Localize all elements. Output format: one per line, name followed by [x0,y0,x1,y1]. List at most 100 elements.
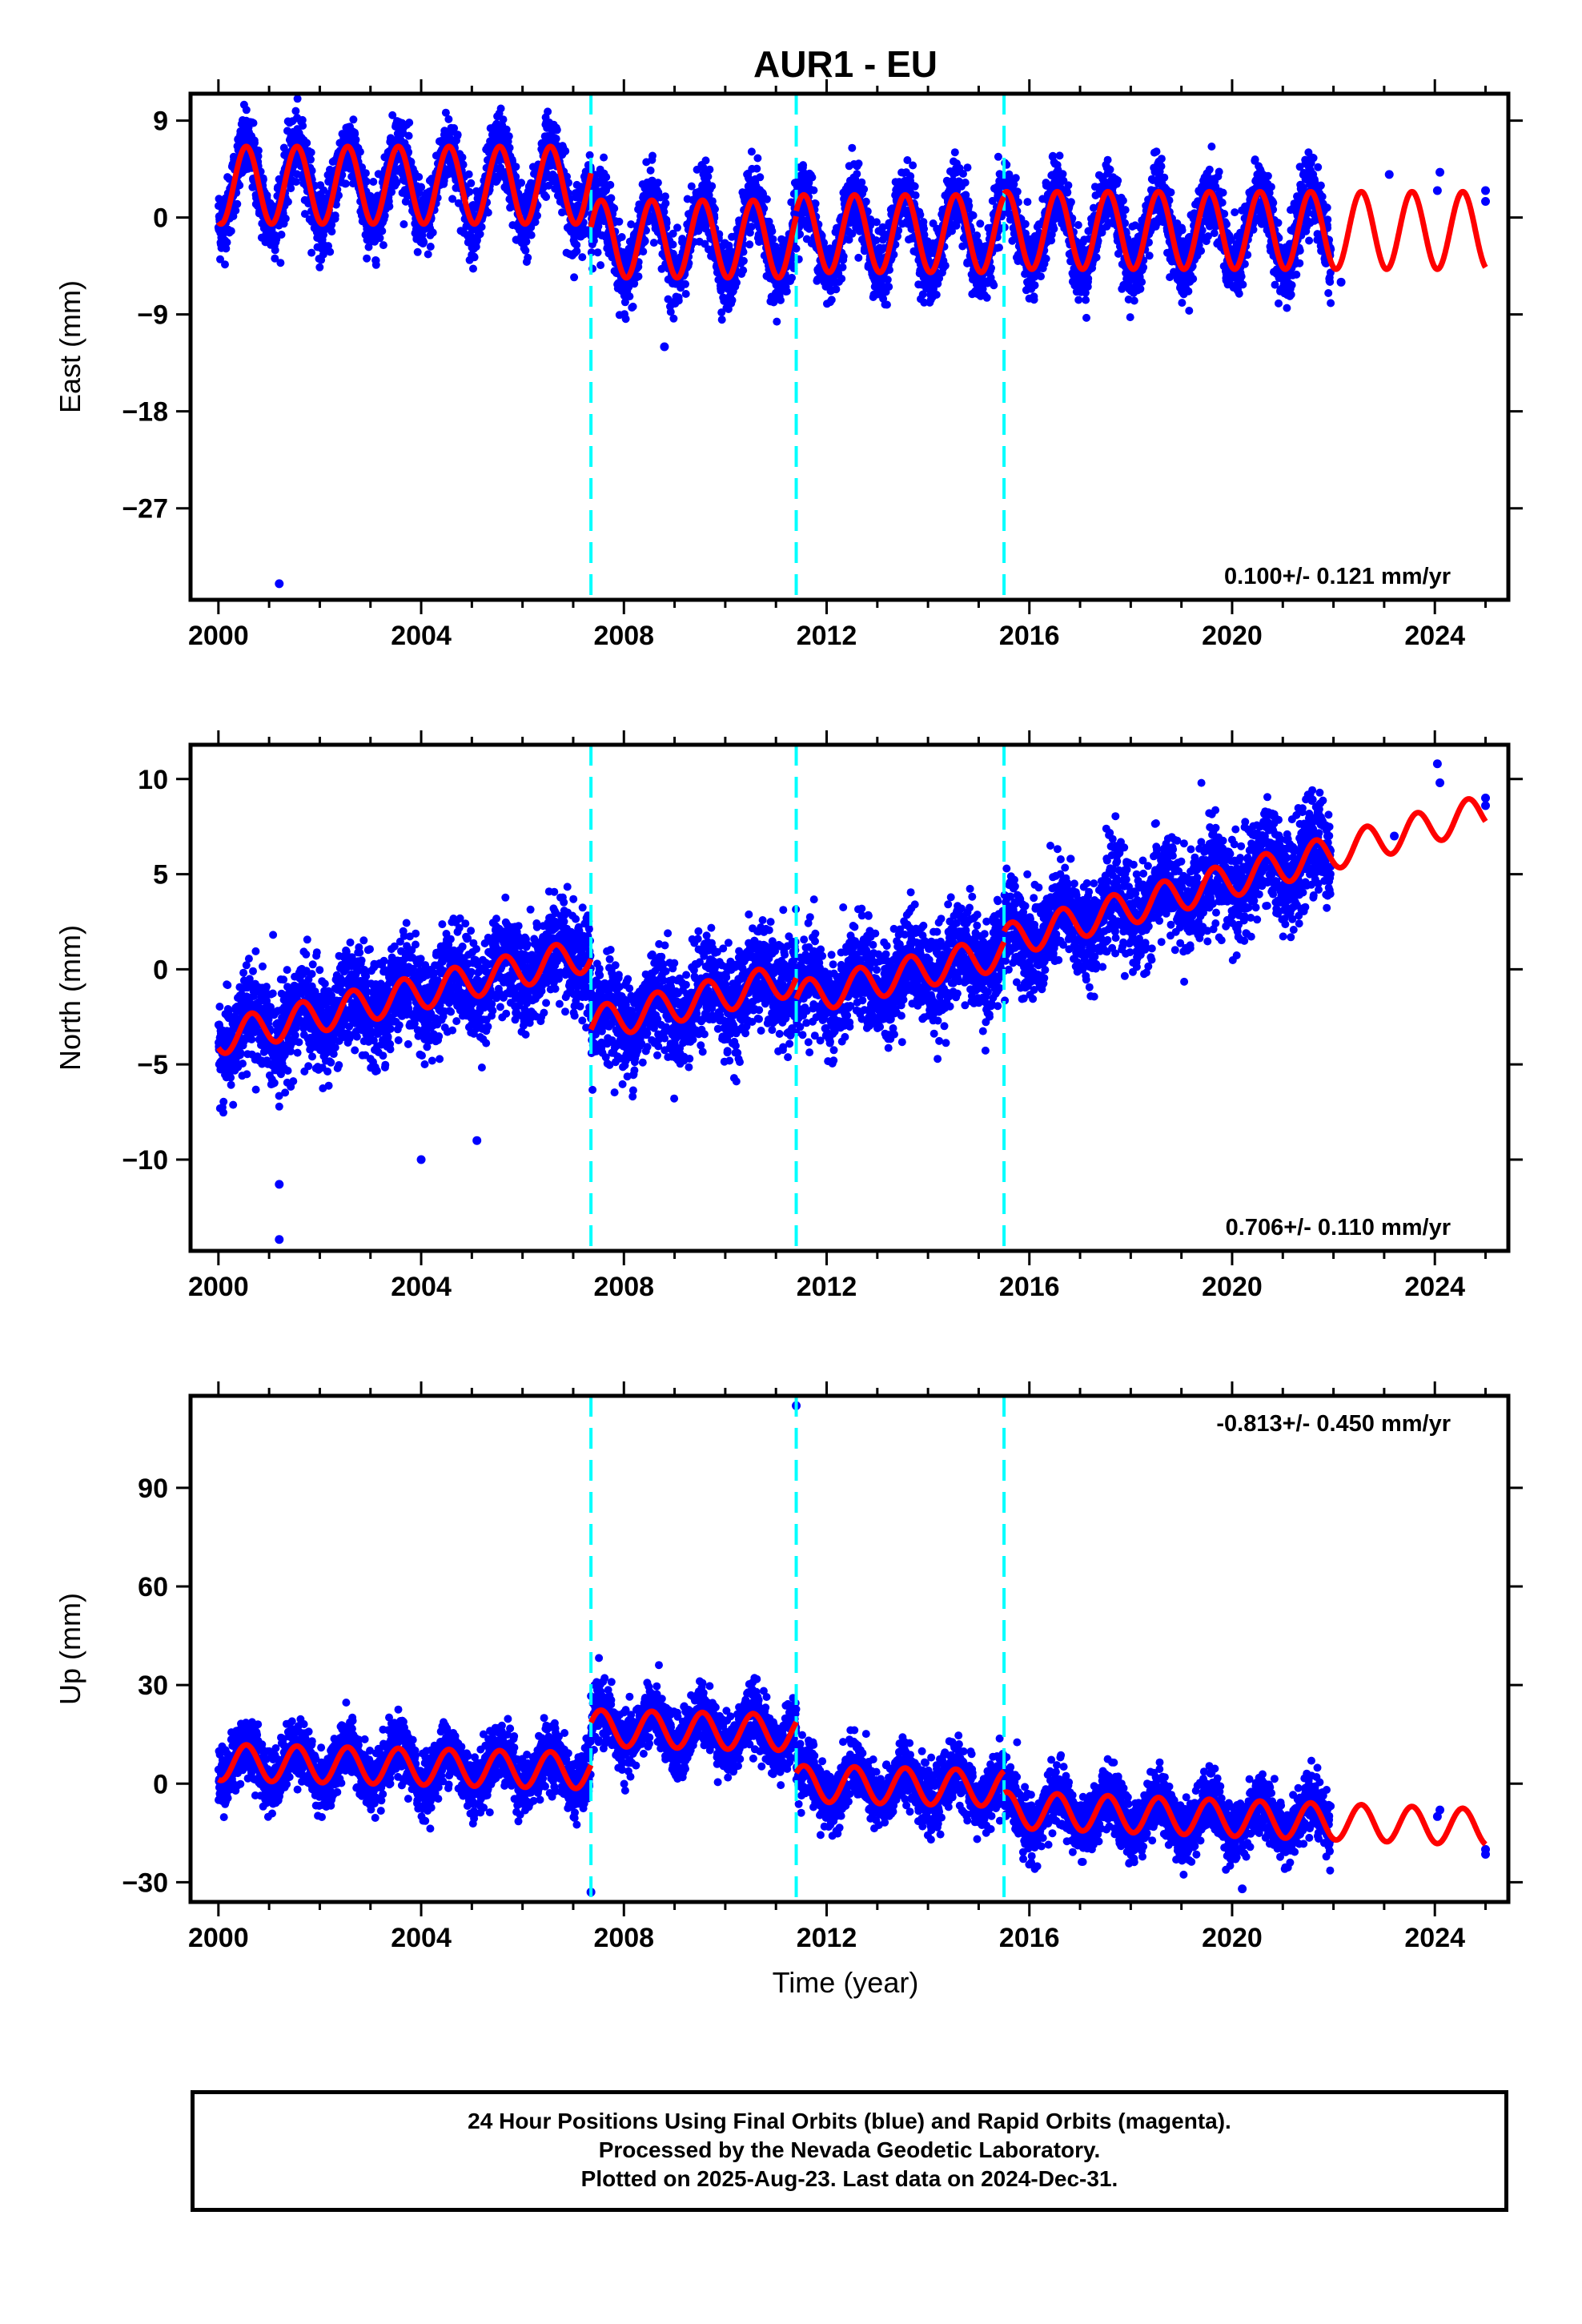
data-point [291,107,300,115]
data-point [646,166,655,175]
data-point [378,227,387,235]
data-point [755,238,763,246]
data-point [973,231,982,239]
data-point [1063,188,1072,197]
data-point [839,252,848,261]
data-point [1011,174,1020,183]
data-point [674,296,683,305]
data-point [1042,255,1050,263]
data-point [777,296,785,304]
data-point [594,222,603,231]
data-point [861,197,870,206]
data-point [552,135,560,143]
data-point [627,220,636,229]
data-point [860,185,869,194]
data-point [1013,187,1022,196]
data-point [335,191,343,199]
data-point [1050,224,1058,233]
data-point [444,115,453,123]
data-point [231,206,240,215]
data-point [739,256,748,265]
data-point [221,260,229,269]
data-point [417,183,426,191]
data-point [610,204,619,213]
data-point [476,230,484,239]
data-point [837,275,846,283]
data-point [705,165,714,174]
data-point [561,147,570,155]
data-point [428,228,437,237]
data-point [857,178,866,187]
data-point [300,210,309,219]
data-point [856,227,865,235]
data-point [621,315,630,324]
data-point [1055,151,1064,160]
data-point [733,278,741,287]
data-point [467,179,476,187]
data-point [361,169,370,178]
data-point [564,179,572,187]
data-point [351,135,360,144]
data-point [994,152,1002,161]
data-point [254,147,263,155]
data-point [307,167,316,175]
data-point [762,195,771,203]
data-point [792,244,801,253]
data-point [747,147,756,156]
data-point [558,208,566,217]
data-point [910,182,919,191]
data-point [392,179,401,187]
data-point [251,139,259,147]
data-point [848,143,857,152]
data-point [606,180,615,189]
data-point [327,220,336,229]
data-point [883,275,892,284]
data-point [1023,198,1032,207]
data-point [620,298,629,307]
data-point [364,243,373,251]
data-point [969,211,978,219]
data-point [426,243,435,251]
data-point [773,317,781,326]
data-point [854,253,863,262]
data-point [941,261,950,270]
data-point [617,233,626,241]
data-point [413,247,422,256]
data-point [379,241,387,250]
data-point [1064,181,1073,190]
data-point [596,261,605,270]
data-point [889,250,898,259]
data-point [630,279,639,288]
data-point [681,290,690,298]
data-point [660,207,669,216]
data-point [505,143,514,152]
data-point [319,186,328,195]
data-point [287,184,295,193]
data-point [424,250,432,259]
data-point [388,111,397,119]
data-point [769,235,777,243]
data-point [906,172,915,180]
data-point [276,259,285,267]
data-point [477,223,486,231]
data-point [415,173,424,181]
data-point [799,161,808,170]
data-point [405,119,414,127]
chart-title: AUR1 - EU [753,43,938,85]
east-panel: 2000 2004 2008 2012 2016 2020 202490−9−18−27Ea… [54,79,1523,651]
data-point [768,227,777,235]
data-point [298,115,307,124]
data-point [249,119,258,127]
data-point [711,205,719,214]
data-point [728,296,737,304]
data-point [701,156,710,165]
data-point [349,115,358,124]
data-point [263,191,271,199]
data-point [872,236,881,245]
plot-area [214,94,1491,600]
data-point [465,187,474,196]
data-point [872,218,881,227]
data-point [502,125,511,134]
data-point [277,231,286,239]
